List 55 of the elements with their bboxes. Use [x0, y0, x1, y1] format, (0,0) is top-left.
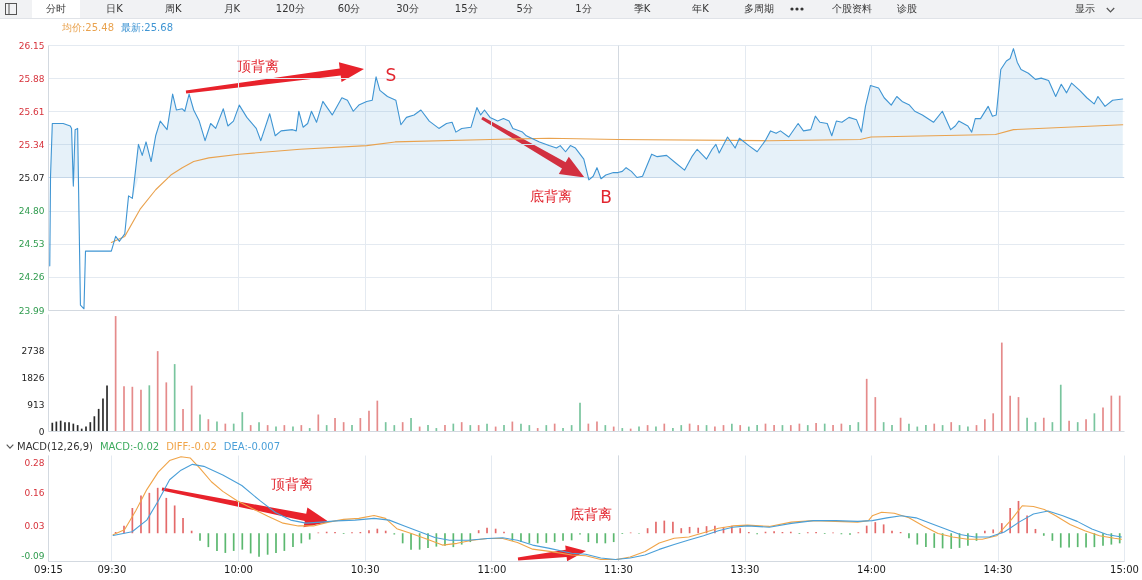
chart-title: MACD(12,26,9) — [17, 441, 93, 452]
text: 年K — [692, 2, 709, 16]
x-tick-label: 13:30 — [730, 563, 760, 575]
x-tick-label: 14:00 — [857, 563, 886, 575]
text: 30分 — [396, 2, 419, 16]
y-tick-label: 25.88 — [18, 73, 45, 84]
x-tick-label: 14:30 — [983, 563, 1013, 575]
x-tick-label: 11:30 — [604, 563, 633, 575]
annotation: 顶背离 — [271, 476, 313, 492]
text: MACD:-0.02 — [99, 441, 160, 452]
text: 15分 — [454, 2, 478, 16]
x-tick-label: 15:00 — [1110, 563, 1139, 575]
y-tick-label: 2738 — [21, 345, 45, 356]
y-tick-label: 0.28 — [24, 458, 45, 469]
y-tick-label: 24.80 — [18, 206, 45, 217]
annotation: 顶背离 — [237, 58, 279, 74]
x-tick-label: 10:30 — [350, 563, 380, 575]
y-tick-label: 1826 — [21, 372, 45, 383]
text: 诊股 — [897, 2, 918, 16]
text: 60分 — [337, 2, 361, 16]
text: 分时 — [46, 2, 66, 16]
x-tick-label: 11:00 — [477, 563, 507, 575]
text: 多周期 — [744, 2, 775, 16]
text: 日K — [106, 2, 123, 16]
annotation: 底背离 — [530, 188, 572, 204]
x-tick-label: 09:30 — [97, 563, 127, 575]
x-tick-label: 09:15 — [34, 563, 63, 575]
y-tick-label: 24.26 — [18, 272, 45, 283]
text: 均价:25.48 — [62, 22, 114, 33]
text: 1分 — [575, 2, 592, 16]
text: 最新:25.68 — [121, 22, 173, 33]
y-tick-label: -0.09 — [21, 551, 45, 562]
annotation: S — [385, 64, 397, 85]
text: 季K — [633, 2, 651, 16]
annotation: B — [600, 186, 612, 207]
y-tick-label: 25.34 — [18, 139, 45, 150]
y-tick-label: 25.61 — [18, 106, 45, 117]
text: DEA:-0.007 — [223, 441, 281, 452]
x-tick-label: 10:00 — [224, 563, 253, 575]
y-tick-label: 0.16 — [24, 488, 45, 499]
y-tick-label: 0 — [38, 426, 45, 437]
y-tick-label: 25.07 — [18, 173, 45, 183]
text: 周K — [164, 2, 182, 16]
annotation: 底背离 — [570, 506, 612, 522]
series-label: DIFF:-0.02 — [166, 441, 217, 452]
text: 120分 — [275, 2, 305, 16]
y-tick-label: 24.53 — [18, 239, 45, 250]
text: 月K — [223, 2, 241, 16]
y-tick-label: 0.03 — [24, 521, 45, 532]
text: 显示 — [1075, 2, 1095, 16]
y-tick-label: 23.99 — [18, 305, 45, 316]
text: 5分 — [516, 2, 533, 16]
y-tick-label: 913 — [27, 399, 45, 410]
text: 个股资料 — [832, 2, 873, 16]
y-tick-label: 26.15 — [18, 40, 45, 51]
